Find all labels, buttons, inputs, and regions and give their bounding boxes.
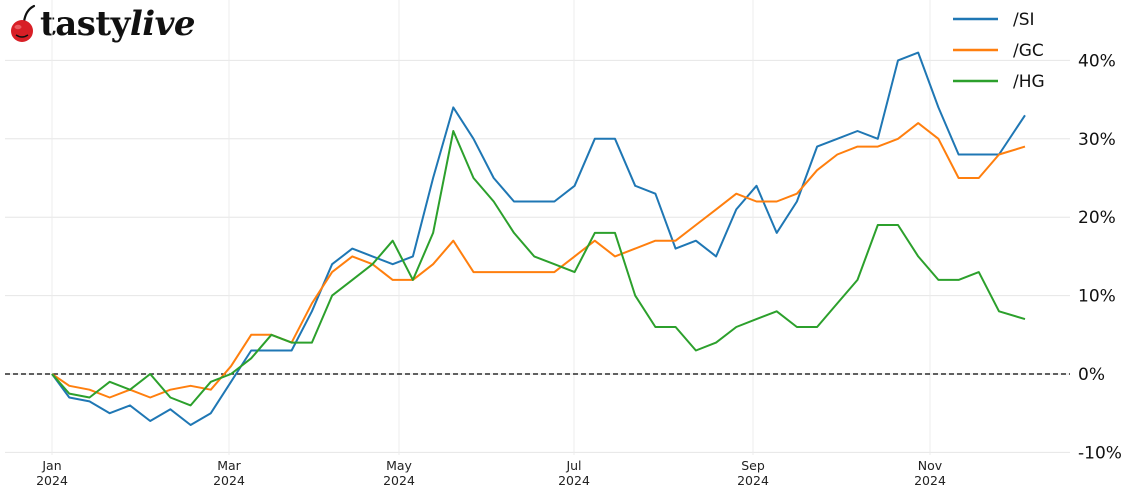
y-tick-label: 0% (1078, 365, 1105, 385)
brand-suffix: live (129, 4, 196, 44)
x-tick-month: Jul (565, 458, 581, 473)
x-tick-month: Jan (41, 458, 61, 473)
y-tick-label: 10% (1078, 287, 1116, 307)
x-axis-ticks: Jan2024Mar2024May2024Jul2024Sep2024Nov20… (36, 458, 946, 488)
x-tick-month: Nov (918, 458, 943, 473)
x-tick-month: Mar (217, 458, 241, 473)
legend-label: /GC (1013, 41, 1044, 61)
legend-label: /HG (1013, 72, 1045, 92)
x-tick-year: 2024 (36, 473, 68, 488)
brand-prefix: tasty (40, 4, 130, 44)
legend-label: /SI (1013, 10, 1035, 30)
x-tick-month: May (386, 458, 412, 473)
x-tick-year: 2024 (383, 473, 415, 488)
grid-lines (5, 0, 1070, 455)
series-line-si (51, 51, 1026, 426)
series-line-gc (51, 122, 1026, 399)
y-tick-label: -10% (1078, 443, 1122, 463)
x-tick-year: 2024 (737, 473, 769, 488)
series-line-hg (51, 130, 1026, 407)
x-tick-year: 2024 (213, 473, 245, 488)
tastylive-logo: tastylive (8, 2, 196, 46)
y-tick-label: 30% (1078, 130, 1116, 150)
brand-name: tastylive (40, 4, 196, 44)
series-lines (51, 51, 1026, 426)
y-tick-label: 20% (1078, 208, 1116, 228)
x-tick-year: 2024 (558, 473, 590, 488)
y-tick-label: 40% (1078, 51, 1116, 71)
chart-legend: /SI/GC/HG (953, 10, 1045, 92)
x-tick-month: Sep (741, 458, 765, 473)
cherry-icon (11, 4, 36, 42)
x-tick-year: 2024 (914, 473, 946, 488)
y-axis-ticks: -10% 0% 10% 20% 30% 40% (1078, 51, 1122, 463)
